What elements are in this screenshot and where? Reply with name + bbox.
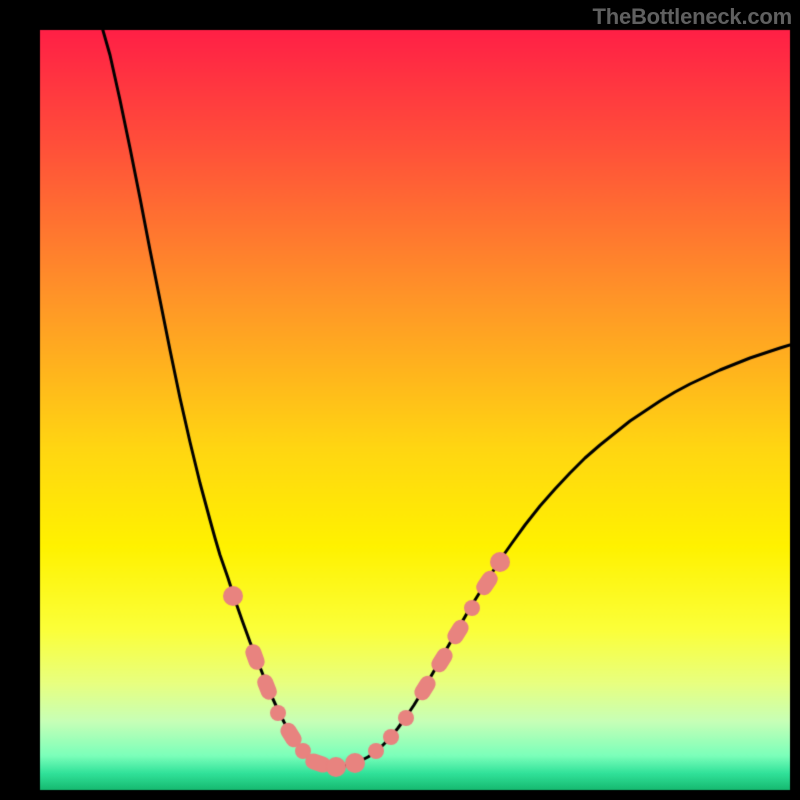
chart-container: TheBottleneck.com	[0, 0, 800, 800]
chart-canvas	[0, 0, 800, 800]
watermark-text: TheBottleneck.com	[592, 4, 792, 30]
